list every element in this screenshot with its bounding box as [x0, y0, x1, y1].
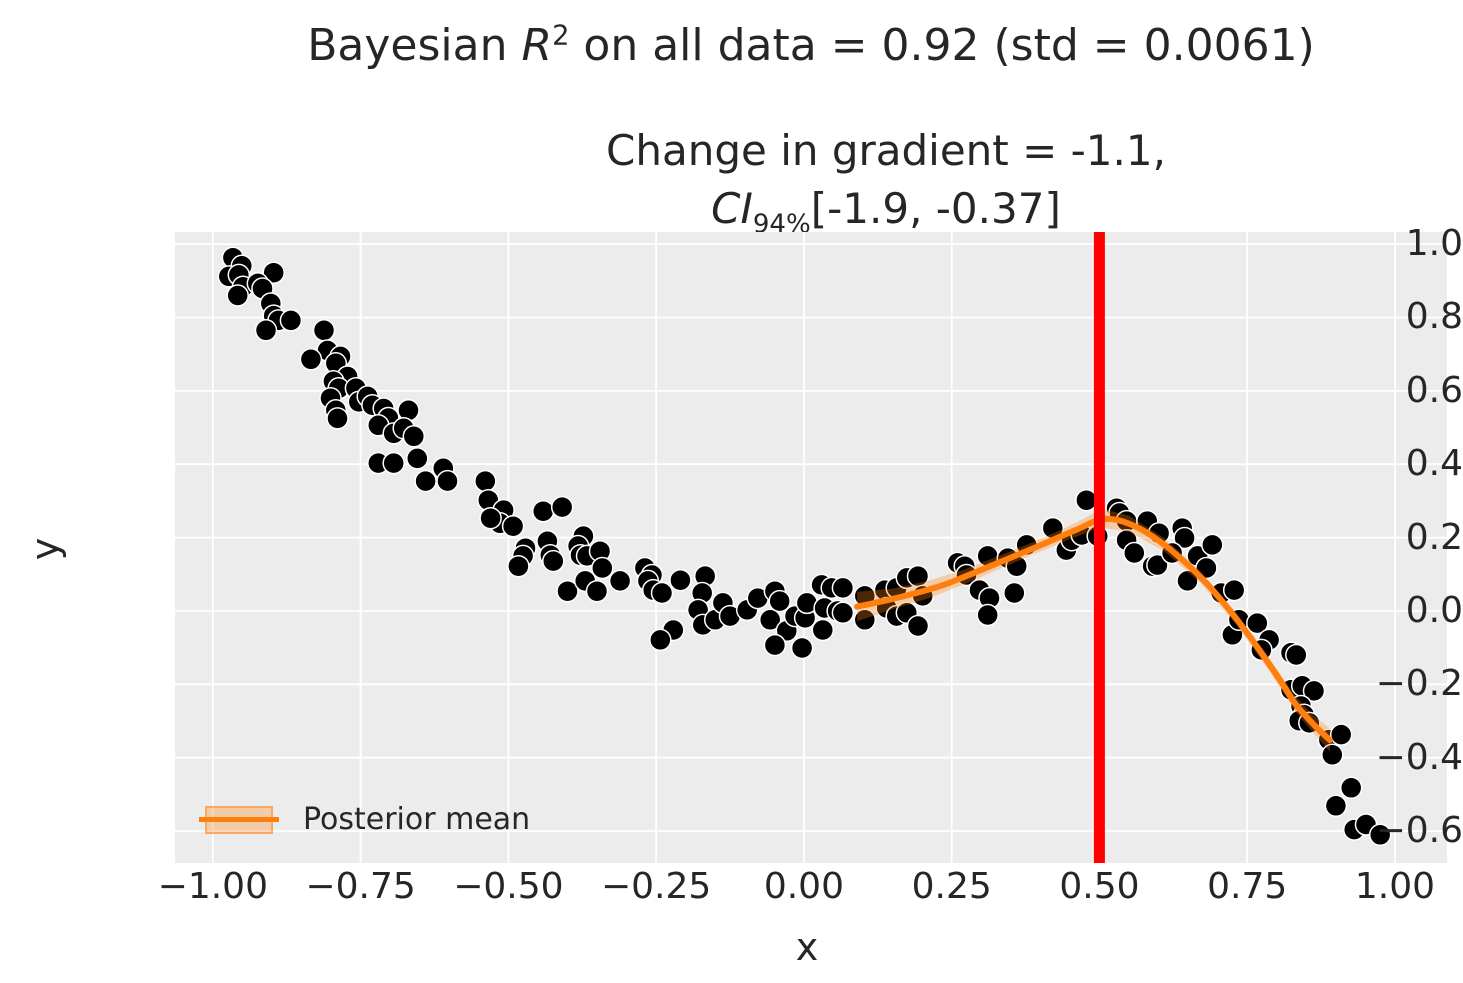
chart-title: Bayesian R2 on all data = 0.92 (std = 0.… [307, 20, 1315, 71]
chart-canvas [175, 232, 1447, 863]
scatter-point [436, 469, 459, 493]
scatter-point [758, 608, 782, 632]
x-axis-label: x [795, 925, 819, 969]
x-tick-label: 1.00 [1354, 866, 1436, 907]
x-tick-label: 0.00 [763, 866, 844, 907]
scatter-point [853, 608, 877, 632]
y-tick-label: 0.8 [1405, 296, 1463, 338]
scatter-point [1324, 794, 1348, 818]
scatter-point [1339, 776, 1363, 800]
scatter-point [299, 348, 323, 371]
scatter-point [542, 549, 565, 573]
legend-key-posterior-mean [199, 805, 279, 834]
chart-subtitle: Change in gradient = -1.1, CI94%[-1.9, -… [606, 122, 1166, 238]
y-tick-label: −0.6 [1375, 810, 1463, 852]
y-tick-label: −0.4 [1375, 736, 1463, 778]
scatter-point [976, 603, 999, 627]
scatter-point [1195, 556, 1218, 580]
ci-range: [-1.9, -0.37] [810, 184, 1061, 233]
scatter-point [1201, 533, 1224, 557]
scatter-point [831, 576, 855, 600]
scatter-point [1285, 643, 1308, 667]
scatter-point [406, 447, 429, 470]
y-tick-label: 0.6 [1405, 369, 1463, 411]
r-symbol: R [521, 20, 553, 71]
x-tick-label: −0.75 [305, 866, 416, 907]
scatter-point [1321, 743, 1344, 767]
posterior-mean-line [854, 515, 1333, 744]
scatter-point [556, 579, 579, 603]
y-tick-label: 0.0 [1405, 589, 1463, 631]
legend: Posterior mean [199, 802, 531, 837]
scatter-point [402, 425, 426, 448]
subtitle-line2: CI94%[-1.9, -0.37] [606, 180, 1166, 238]
title-suffix: on all data = 0.92 (std = 0.0061) [569, 20, 1315, 71]
subtitle-line1: Change in gradient = -1.1, [606, 126, 1166, 175]
scatter-point [382, 451, 405, 475]
legend-line-swatch [199, 817, 279, 822]
x-tick-label: −0.25 [600, 866, 712, 907]
scatter-point [1123, 541, 1146, 565]
scatter-point [1075, 488, 1098, 512]
scatter-point [768, 589, 791, 613]
x-tick-label: −0.50 [453, 866, 564, 907]
scatter-point [831, 601, 855, 625]
scatter-point [1173, 526, 1196, 550]
scatter-point [1246, 611, 1269, 635]
scatter-point [1302, 679, 1326, 703]
x-tick-label: 0.25 [911, 866, 992, 907]
scatter-point [262, 261, 285, 284]
scatter-point [254, 319, 278, 342]
scatter-point [811, 618, 835, 642]
scatter-point [479, 506, 502, 530]
x-tick-label: 0.50 [1059, 866, 1140, 907]
scatter-point [1222, 578, 1246, 602]
scatter-point [474, 469, 497, 493]
scatter-point [550, 495, 574, 519]
x-tick-label: 0.75 [1207, 866, 1288, 907]
title-prefix: Bayesian [307, 20, 522, 71]
scatter-point [585, 579, 609, 603]
scatter-point [312, 319, 336, 342]
scatter-point [326, 407, 349, 430]
y-tick-label: 1.0 [1405, 223, 1463, 265]
ci-symbol: CI [711, 184, 753, 233]
scatter-point [1368, 823, 1392, 847]
scatter-point [650, 581, 674, 605]
scatter-point [507, 554, 530, 578]
scatter-point [279, 309, 303, 332]
scatter-point [1003, 581, 1026, 605]
scatter-point [591, 556, 614, 580]
legend-label-posterior-mean: Posterior mean [303, 802, 531, 837]
y-tick-label: −0.2 [1375, 663, 1463, 705]
scatter-point [906, 614, 930, 638]
scatter-point [226, 284, 249, 307]
y-tick-label: 0.2 [1405, 516, 1463, 558]
plot-area: Posterior mean [175, 232, 1447, 863]
scatter-point [501, 514, 525, 538]
x-tick-label: −1.00 [157, 866, 268, 907]
y-axis-label: y [23, 537, 67, 561]
scatter-point [414, 469, 437, 493]
scatter-point [608, 569, 632, 593]
scatter-point [1329, 723, 1353, 746]
scatter-point [763, 633, 787, 657]
r-superscript: 2 [552, 20, 570, 52]
scatter-point [531, 499, 555, 523]
scatter-point [1176, 569, 1199, 593]
scatter-point [649, 628, 672, 652]
scatter-point [669, 568, 692, 592]
y-tick-label: 0.4 [1405, 443, 1463, 485]
scatter-point [1146, 553, 1169, 577]
scatter-point [790, 636, 814, 660]
